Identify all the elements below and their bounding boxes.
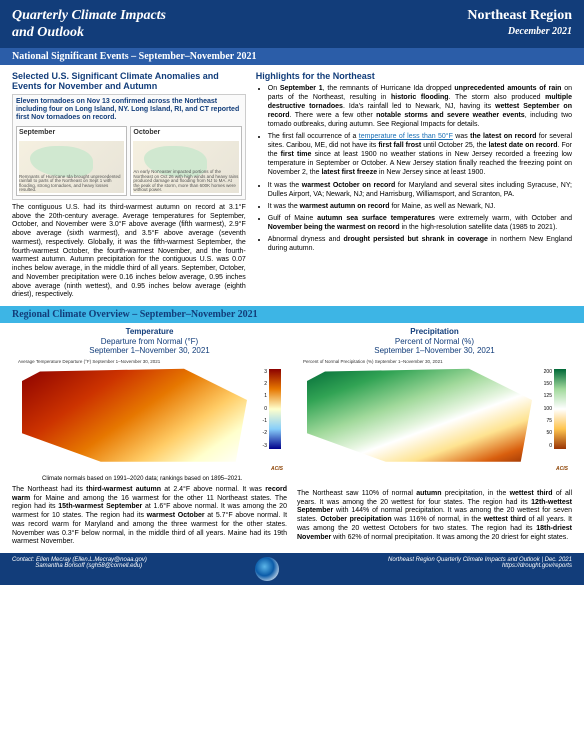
normals-note: Climate normals based on 1991–2020 data;… bbox=[12, 476, 287, 483]
precip-chart-name: Precipitation bbox=[410, 327, 458, 336]
contact-label: Contact: bbox=[12, 557, 34, 563]
temp-heatmap bbox=[22, 367, 247, 462]
temp-legend bbox=[269, 369, 281, 449]
highlight-item: It was the warmest autumn on record for … bbox=[268, 202, 572, 211]
footer-left: Contact: Ellen Mecray (Ellen.L.Mecray@no… bbox=[12, 557, 147, 581]
footer-r2: https://drought.gov/reports bbox=[502, 563, 572, 569]
regional-content: Temperature Departure from Normal (°F) S… bbox=[0, 323, 584, 553]
section-regional-title: Regional Climate Overview – September–No… bbox=[0, 306, 584, 323]
para-left: The contiguous U.S. had its third-warmes… bbox=[12, 204, 246, 300]
acis-logo: ACIS bbox=[556, 466, 568, 472]
highlight-item: Abnormal dryness and drought persisted b… bbox=[268, 235, 572, 253]
highlight-item: It was the warmest October on record for… bbox=[268, 181, 572, 199]
month-oct: October An early Nor'easter impacted por… bbox=[130, 126, 241, 196]
header: Quarterly Climate Impacts and Outlook No… bbox=[0, 0, 584, 48]
highlights-title: Highlights for the Northeast bbox=[256, 71, 572, 81]
para-precip: The Northeast saw 110% of normal autumn … bbox=[297, 490, 572, 543]
title-line2: and Outlook bbox=[12, 25, 166, 42]
region: Northeast Region bbox=[467, 8, 572, 24]
para-temp: The Northeast had its third-warmest autu… bbox=[12, 486, 287, 547]
contact2: Samantha Borisoff (sgh58@cornell.edu) bbox=[35, 563, 142, 569]
month-sept-desc: Remnants of Hurricane Ida brought unprec… bbox=[19, 175, 124, 193]
acis-logo: ACIS bbox=[271, 466, 283, 472]
precip-heatmap bbox=[307, 367, 532, 462]
precip-chart-sub2: September 1–November 30, 2021 bbox=[374, 346, 495, 355]
footer: Contact: Ellen Mecray (Ellen.L.Mecray@no… bbox=[0, 553, 584, 585]
temp-chart-sub2: September 1–November 30, 2021 bbox=[89, 346, 210, 355]
national-content: Selected U.S. Significant Climate Anomal… bbox=[0, 65, 584, 306]
selected-box-text: Eleven tornadoes on Nov 13 confirmed acr… bbox=[16, 98, 242, 123]
header-date: December 2021 bbox=[467, 26, 572, 37]
header-title: Quarterly Climate Impacts and Outlook bbox=[12, 8, 166, 42]
precip-chart: Percent of Normal Precipitation (%) Sept… bbox=[297, 359, 572, 474]
temp-chart-name: Temperature bbox=[126, 327, 174, 336]
footer-right: Northeast Region Quarterly Climate Impac… bbox=[388, 557, 572, 581]
highlights-list: On September 1, the remnants of Hurrican… bbox=[256, 84, 572, 254]
month-sept: September Remnants of Hurricane Ida brou… bbox=[16, 126, 127, 196]
header-right: Northeast Region December 2021 bbox=[467, 8, 572, 37]
precip-legend-ticks: 20015012510075500 bbox=[540, 369, 552, 449]
noaa-logo-icon bbox=[255, 557, 279, 581]
highlight-item: On September 1, the remnants of Hurrican… bbox=[268, 84, 572, 129]
temp-chart-title: Temperature Departure from Normal (°F) S… bbox=[12, 327, 287, 356]
month-sept-label: September bbox=[19, 129, 124, 136]
month-oct-label: October bbox=[133, 129, 238, 136]
precip-chart-sub1: Percent of Normal (%) bbox=[395, 337, 474, 346]
precip-chart-title: Precipitation Percent of Normal (%) Sept… bbox=[297, 327, 572, 356]
precip-legend bbox=[554, 369, 566, 449]
temp-chart: Average Temperature Departure (°F) Septe… bbox=[12, 359, 287, 474]
highlight-item: Gulf of Maine autumn sea surface tempera… bbox=[268, 214, 572, 232]
month-oct-desc: An early Nor'easter impacted portions of… bbox=[133, 170, 238, 193]
section-national-title: National Significant Events – September–… bbox=[0, 48, 584, 65]
selected-box-title: Selected U.S. Significant Climate Anomal… bbox=[12, 71, 246, 91]
highlight-item: The first fall occurrence of a temperatu… bbox=[268, 132, 572, 177]
temp-chart-caption: Average Temperature Departure (°F) Septe… bbox=[18, 359, 160, 364]
selected-box: Eleven tornadoes on Nov 13 confirmed acr… bbox=[12, 94, 246, 200]
title-line1: Quarterly Climate Impacts bbox=[12, 8, 166, 25]
temp-legend-ticks: 3210-1-2-3 bbox=[255, 369, 267, 449]
temp-chart-sub1: Departure from Normal (°F) bbox=[101, 337, 198, 346]
precip-chart-caption: Percent of Normal Precipitation (%) Sept… bbox=[303, 359, 443, 364]
